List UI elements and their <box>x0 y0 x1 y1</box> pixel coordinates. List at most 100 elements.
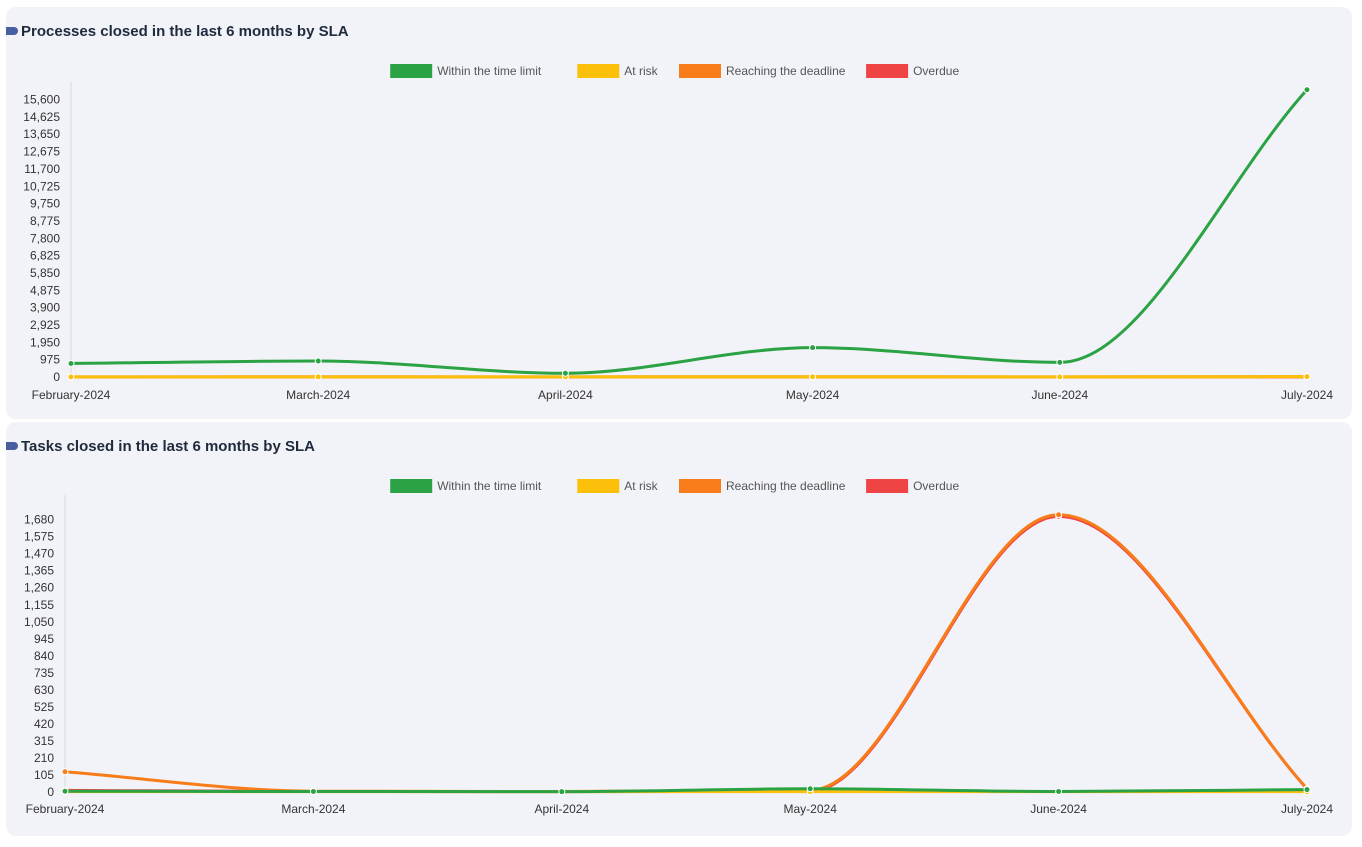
y-tick-label: 11,700 <box>24 162 60 176</box>
y-tick-label: 105 <box>34 768 54 782</box>
legend-item-within-the-time-limit[interactable]: Within the time limit <box>390 479 542 493</box>
y-tick-label: 945 <box>34 632 54 646</box>
data-point[interactable] <box>315 374 321 380</box>
data-point[interactable] <box>1304 87 1310 93</box>
data-point[interactable] <box>1056 789 1062 795</box>
legend-label: Reaching the deadline <box>726 64 846 78</box>
y-tick-label: 1,155 <box>24 598 54 612</box>
x-tick-label: June-2024 <box>1030 802 1087 816</box>
data-point[interactable] <box>807 786 813 792</box>
series-within-the-time-limit <box>62 786 1310 795</box>
y-tick-label: 12,675 <box>23 145 60 159</box>
legend-label: Within the time limit <box>437 64 542 78</box>
y-axis: 09751,9502,9253,9004,8755,8506,8257,8008… <box>23 93 60 384</box>
x-tick-label: March-2024 <box>286 388 350 402</box>
x-tick-label: February-2024 <box>32 388 111 402</box>
legend-item-at-risk[interactable]: At risk <box>577 479 658 493</box>
y-tick-label: 1,680 <box>24 513 54 527</box>
series-line <box>65 516 1307 791</box>
y-tick-label: 1,050 <box>24 615 54 629</box>
y-tick-label: 1,470 <box>24 547 54 561</box>
legend-item-overdue[interactable]: Overdue <box>866 64 959 78</box>
y-tick-label: 210 <box>34 751 54 765</box>
y-tick-label: 315 <box>34 734 54 748</box>
y-tick-label: 1,575 <box>24 530 54 544</box>
y-tick-label: 13,650 <box>23 127 60 141</box>
data-point[interactable] <box>68 360 74 366</box>
x-tick-label: May-2024 <box>786 388 840 402</box>
y-tick-label: 9,750 <box>30 197 60 211</box>
legend-swatch <box>866 64 908 78</box>
legend-label: Overdue <box>913 479 959 493</box>
y-tick-label: 840 <box>34 649 54 663</box>
processes-chart-panel: Processes closed in the last 6 months by… <box>6 7 1352 419</box>
y-tick-label: 1,950 <box>30 335 60 349</box>
processes-line-chart: Within the time limit At risk Reaching the… <box>6 7 1352 419</box>
data-point[interactable] <box>68 374 74 380</box>
legend-label: At risk <box>624 479 658 493</box>
y-tick-label: 735 <box>34 666 54 680</box>
data-point[interactable] <box>1304 787 1310 793</box>
legend: Within the time limit At risk Reaching the… <box>390 479 959 493</box>
x-tick-label: July-2024 <box>1281 802 1333 816</box>
data-point[interactable] <box>810 345 816 351</box>
legend-swatch <box>679 64 721 78</box>
series-line <box>65 515 1307 792</box>
y-tick-label: 3,900 <box>30 301 60 315</box>
y-tick-label: 6,825 <box>30 249 60 263</box>
series-at-risk <box>68 374 1310 380</box>
data-point[interactable] <box>315 358 321 364</box>
data-point[interactable] <box>810 374 816 380</box>
legend-item-reaching-the-deadline[interactable]: Reaching the deadline <box>679 479 846 493</box>
y-tick-label: 2,925 <box>30 318 60 332</box>
data-point[interactable] <box>1304 374 1310 380</box>
data-point[interactable] <box>1057 359 1063 365</box>
legend-swatch <box>866 479 908 493</box>
series-line <box>71 90 1307 373</box>
legend-swatch <box>577 64 619 78</box>
x-tick-label: May-2024 <box>784 802 838 816</box>
x-tick-label: June-2024 <box>1031 388 1088 402</box>
y-tick-label: 7,800 <box>30 231 60 245</box>
legend-item-at-risk[interactable]: At risk <box>577 64 658 78</box>
x-tick-label: April-2024 <box>534 802 589 816</box>
y-tick-label: 0 <box>53 370 60 384</box>
data-point[interactable] <box>62 788 68 794</box>
y-tick-label: 525 <box>34 700 54 714</box>
data-point[interactable] <box>1056 512 1062 518</box>
legend-label: Within the time limit <box>437 479 542 493</box>
data-point[interactable] <box>562 370 568 376</box>
y-tick-label: 15,600 <box>23 93 60 107</box>
x-axis: February-2024 March-2024 April-2024 May-202… <box>32 388 1334 402</box>
y-tick-label: 5,850 <box>30 266 60 280</box>
y-tick-label: 1,365 <box>24 564 54 578</box>
tasks-line-chart: Within the time limit At risk Reaching the… <box>6 422 1352 836</box>
legend-swatch <box>577 479 619 493</box>
legend-item-reaching-the-deadline[interactable]: Reaching the deadline <box>679 64 846 78</box>
y-axis: 0 105 210 315 420 525 630 735 840 945 1,050 1,155 1,… <box>24 513 54 799</box>
data-point[interactable] <box>559 789 565 795</box>
x-tick-label: March-2024 <box>281 802 345 816</box>
data-point[interactable] <box>1057 374 1063 380</box>
y-tick-label: 630 <box>34 683 54 697</box>
y-tick-label: 8,775 <box>30 214 60 228</box>
legend-label: At risk <box>624 64 658 78</box>
y-tick-label: 10,725 <box>23 179 60 193</box>
y-tick-label: 1,260 <box>24 581 54 595</box>
data-point[interactable] <box>62 769 68 775</box>
x-axis: February-2024 March-2024 April-2024 May-202… <box>26 802 1334 816</box>
legend-swatch <box>390 64 432 78</box>
legend-label: Overdue <box>913 64 959 78</box>
y-tick-label: 4,875 <box>30 283 60 297</box>
y-tick-label: 420 <box>34 717 54 731</box>
series-within-the-time-limit <box>68 87 1310 376</box>
legend-item-within-the-time-limit[interactable]: Within the time limit <box>390 64 542 78</box>
tasks-chart-panel: Tasks closed in the last 6 months by SLA… <box>6 422 1352 836</box>
legend-item-overdue[interactable]: Overdue <box>866 479 959 493</box>
x-tick-label: February-2024 <box>26 802 105 816</box>
y-tick-label: 0 <box>47 785 54 799</box>
legend: Within the time limit At risk Reaching the… <box>390 64 959 78</box>
legend-label: Reaching the deadline <box>726 479 846 493</box>
series-overdue <box>62 513 1310 794</box>
data-point[interactable] <box>310 789 316 795</box>
